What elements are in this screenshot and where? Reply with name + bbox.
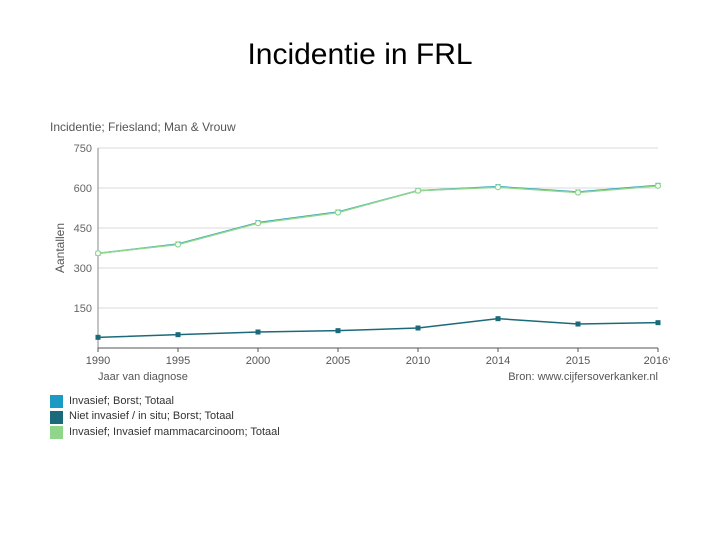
x-tick-label: 2000 [246, 355, 270, 367]
series-line [98, 319, 658, 338]
x-tick-label: 2015 [566, 355, 590, 367]
chart-subtitle: Incidentie; Friesland; Man & Vrouw [50, 120, 670, 134]
series-marker [256, 330, 261, 335]
legend-swatch [50, 426, 63, 439]
x-tick-label: 2016* [644, 355, 670, 367]
slide-title: Incidentie in FRL [0, 38, 720, 72]
series-marker [416, 326, 421, 331]
legend-item: Invasief; Borst; Totaal [50, 394, 670, 409]
series-marker [416, 188, 421, 193]
series-marker [576, 322, 581, 327]
series-marker [656, 183, 661, 188]
series-marker [96, 335, 101, 340]
series-marker [336, 328, 341, 333]
y-tick-label: 150 [74, 303, 92, 315]
series-marker [176, 332, 181, 337]
series-marker [96, 251, 101, 256]
x-tick-label: 2014 [486, 355, 510, 367]
source-text: Bron: www.cijfersoverkanker.nl [508, 371, 658, 383]
y-tick-label: 300 [74, 263, 92, 275]
x-tick-label: 1990 [86, 355, 110, 367]
series-marker [496, 316, 501, 321]
line-chart: 150 300 450 600 750 Aantallen 1990 1995 2000 2005… [50, 138, 670, 388]
series-marker [496, 185, 501, 190]
series-line [98, 186, 658, 253]
y-tick-label: 750 [74, 143, 92, 155]
legend-swatch [50, 395, 63, 408]
x-tick-label: 2005 [326, 355, 350, 367]
legend-label: Invasief; Invasief mammacarcinoom; Totaa… [69, 425, 280, 440]
y-axis-title: Aantallen [53, 223, 67, 273]
series-marker [336, 210, 341, 215]
series-marker [576, 190, 581, 195]
x-tick-label: 2010 [406, 355, 430, 367]
legend-label: Invasief; Borst; Totaal [69, 394, 174, 409]
legend-item: Invasief; Invasief mammacarcinoom; Totaa… [50, 425, 670, 440]
x-axis-title: Jaar van diagnose [98, 371, 188, 383]
series-marker [656, 320, 661, 325]
legend-label: Niet invasief / in situ; Borst; Totaal [69, 409, 234, 424]
y-tick-label: 450 [74, 223, 92, 235]
legend-swatch [50, 411, 63, 424]
chart-container: Incidentie; Friesland; Man & Vrouw 150 30… [50, 120, 670, 440]
series-marker [176, 242, 181, 247]
series-marker [256, 221, 261, 226]
legend: Invasief; Borst; TotaalNiet invasief / i… [50, 394, 670, 440]
legend-item: Niet invasief / in situ; Borst; Totaal [50, 409, 670, 424]
y-tick-label: 600 [74, 183, 92, 195]
x-tick-label: 1995 [166, 355, 190, 367]
